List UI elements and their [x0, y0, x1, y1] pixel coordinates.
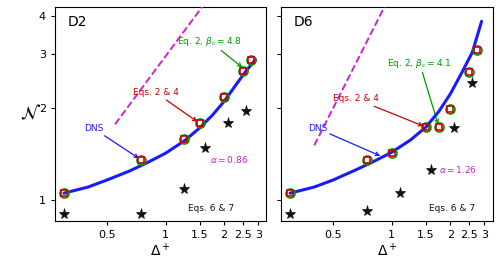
Text: $\alpha = 0.86$: $\alpha = 0.86$: [210, 154, 248, 165]
Text: Eqs. 6 & 7: Eqs. 6 & 7: [188, 204, 234, 213]
Text: $\alpha = 1.26$: $\alpha = 1.26$: [439, 164, 477, 175]
Text: Eqs. 6 & 7: Eqs. 6 & 7: [428, 204, 475, 213]
Text: DNS: DNS: [84, 124, 138, 158]
Text: D2: D2: [68, 15, 87, 29]
Y-axis label: $\mathcal{N}$: $\mathcal{N}$: [20, 104, 41, 124]
Text: Eq. 2, $\beta_c = 4.1$: Eq. 2, $\beta_c = 4.1$: [388, 57, 452, 123]
Text: Eqs. 2 & 4: Eqs. 2 & 4: [333, 95, 422, 126]
Text: Eqs. 2 & 4: Eqs. 2 & 4: [133, 88, 196, 121]
X-axis label: $\Delta^+$: $\Delta^+$: [376, 241, 397, 259]
Text: D6: D6: [294, 15, 314, 29]
X-axis label: $\Delta^+$: $\Delta^+$: [150, 241, 171, 259]
Text: DNS: DNS: [308, 124, 379, 155]
Text: Eq. 2, $\beta_c = 4.8$: Eq. 2, $\beta_c = 4.8$: [178, 35, 242, 67]
